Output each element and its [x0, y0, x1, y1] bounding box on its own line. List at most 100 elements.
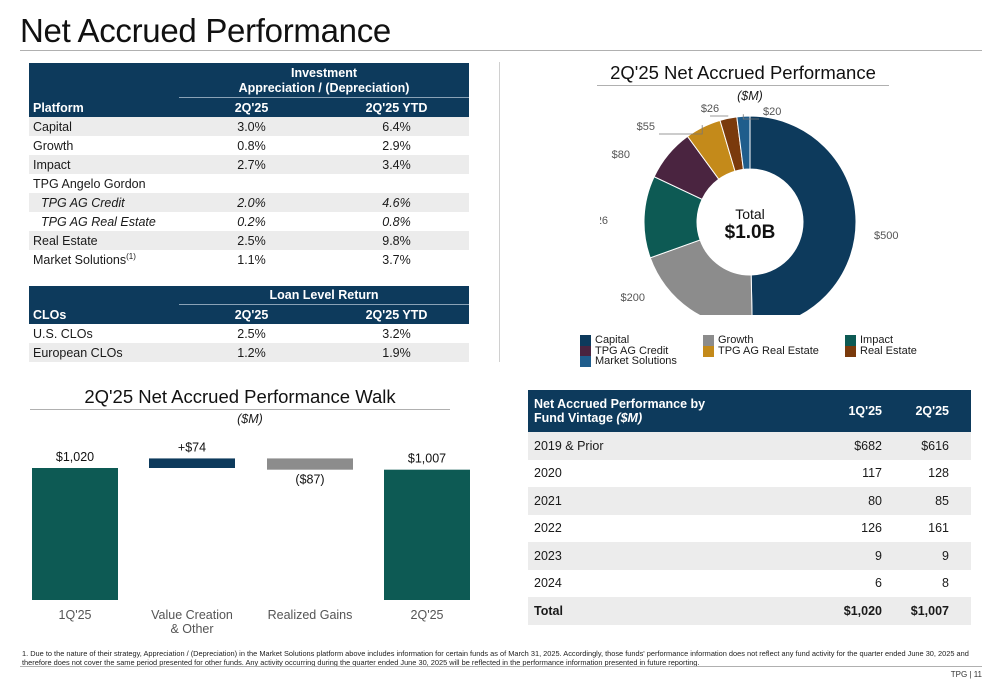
row-value-ytd: 3.4% — [324, 155, 469, 174]
walk-bar — [32, 468, 118, 600]
row-value-ytd: 4.6% — [324, 193, 469, 212]
walk-bar — [267, 458, 353, 470]
table-row: 2020 117 128 — [528, 460, 971, 488]
table-column-header: CLOs 2Q'25 2Q'25 YTD — [29, 305, 469, 324]
walk-category-label: Value Creation — [151, 608, 233, 622]
row-value-ytd: 6.4% — [324, 117, 469, 136]
table-column-header: Platform 2Q'25 2Q'25 YTD — [29, 98, 469, 117]
donut-data-label: $55 — [637, 121, 655, 133]
legend-item: Real Estate — [845, 345, 917, 357]
row-label: TPG Angelo Gordon — [33, 176, 146, 191]
legend-swatch — [580, 345, 591, 357]
legend-swatch — [845, 334, 856, 346]
table-row: Impact 2.7% 3.4% — [29, 155, 469, 174]
row-value-ytd: 3.2% — [382, 326, 411, 341]
legend-item: Capital — [580, 334, 629, 346]
row-value-1q: 6 — [875, 576, 882, 591]
donut-slice — [649, 239, 753, 315]
legend-label: TPG AG Real Estate — [718, 345, 819, 357]
donut-data-label: $126 — [600, 215, 608, 227]
row-label: 2023 — [528, 542, 798, 570]
row-value-ytd: 3.7% — [382, 252, 411, 267]
col-header-platform: Platform — [33, 100, 84, 115]
walk-chart-subtitle: ($M) — [237, 412, 263, 426]
row-label: Real Estate — [29, 231, 179, 250]
donut-leader-line — [659, 125, 703, 135]
donut-chart-subtitle: ($M) — [737, 89, 763, 103]
legend-label: Real Estate — [860, 345, 917, 357]
row-label: Market Solutions(1) — [29, 250, 179, 269]
col-header-2q25: 2Q'25 — [234, 307, 269, 322]
table-row: Capital 3.0% 6.4% — [29, 117, 469, 136]
row-value-q: 1.2% — [179, 343, 324, 362]
table-row: Growth 0.8% 2.9% — [29, 136, 469, 155]
donut-leader-line — [742, 114, 759, 120]
col-header-2q25-ytd: 2Q'25 YTD — [365, 307, 428, 322]
col-header-2q25: 2Q'25 — [234, 100, 269, 115]
walk-title-divider — [30, 409, 450, 410]
row-value-1q: 117 — [862, 466, 882, 481]
table-column-header: Net Accrued Performance by Fund Vintage … — [528, 390, 971, 432]
donut-slice — [736, 115, 751, 170]
footnote-marker: (1) — [126, 251, 136, 261]
donut-slice — [749, 115, 857, 315]
row-value-ytd: 1.9% — [324, 343, 469, 362]
donut-data-label: $200 — [621, 292, 645, 304]
vintage-header-line2a: Fund Vintage — [534, 411, 617, 425]
legend-swatch — [580, 355, 591, 367]
row-label: TPG AG Credit — [29, 193, 179, 212]
table-row: 2022 126 161 — [528, 515, 971, 543]
table-row: Market Solutions(1) 1.1% 3.7% — [29, 250, 469, 269]
investment-appreciation-table: Investment Appreciation / (Depreciation)… — [29, 63, 469, 269]
row-value-ytd: 0.8% — [382, 214, 411, 229]
walk-bar — [149, 458, 235, 468]
row-label: TPG AG Real Estate — [41, 214, 156, 229]
row-label: 2020 — [534, 466, 562, 481]
page-title: Net Accrued Performance — [20, 12, 391, 49]
table-group-header: Loan Level Return — [29, 286, 469, 305]
row-value-q: 1.1% — [237, 252, 266, 267]
col-header-2q25: 2Q'25 — [888, 390, 971, 432]
table-row: 2024 6 8 — [528, 570, 971, 598]
row-label: Growth — [33, 138, 74, 153]
row-value-ytd — [324, 174, 469, 193]
row-value-2q: 8 — [942, 576, 949, 591]
row-value-ytd: 9.8% — [324, 231, 469, 250]
title-divider — [20, 50, 982, 51]
legend-label: TPG AG Credit — [595, 345, 669, 357]
vintage-header: Net Accrued Performance by Fund Vintage … — [528, 390, 798, 432]
walk-data-label: ($87) — [295, 473, 324, 487]
legend-label: Growth — [718, 334, 754, 346]
col-header-2q25-ytd: 2Q'25 YTD — [365, 100, 428, 115]
total-value-2q: $1,007 — [888, 597, 971, 625]
footnote: 1. Due to the nature of their strategy, … — [22, 649, 969, 667]
row-value-1q: 80 — [798, 487, 888, 515]
donut-chart-title: 2Q'25 Net Accrued Performance — [610, 62, 876, 83]
table-row: TPG Angelo Gordon — [29, 174, 469, 193]
legend-item: Growth — [703, 334, 753, 346]
legend-item: Impact — [845, 334, 893, 346]
legend-swatch — [703, 345, 714, 357]
row-value-1q: $682 — [798, 432, 888, 460]
legend-item: Market Solutions — [580, 355, 677, 367]
row-value-q: 2.5% — [237, 326, 266, 341]
donut-center-value: $1.0B — [725, 222, 776, 243]
group-header-line2: Appreciation / (Depreciation) — [179, 81, 469, 98]
row-value-2q: $616 — [888, 432, 971, 460]
row-label: Impact — [29, 155, 179, 174]
walk-category-label: 2Q'25 — [411, 608, 444, 622]
table-row: 2023 9 9 — [528, 542, 971, 570]
row-label: 2019 & Prior — [528, 432, 798, 460]
donut-data-label: $500 — [874, 230, 898, 242]
row-value-1q: 126 — [861, 521, 882, 536]
table-row: TPG AG Credit 2.0% 4.6% — [29, 193, 469, 212]
row-value-q: 2.7% — [179, 155, 324, 174]
walk-data-label: $1,020 — [56, 450, 94, 464]
walk-bar — [384, 469, 470, 600]
total-value-1q: $1,020 — [798, 597, 888, 625]
donut-data-label: $26 — [701, 103, 719, 115]
walk-data-label: $1,007 — [408, 452, 446, 466]
table-row: U.S. CLOs 2.5% 3.2% — [29, 324, 469, 343]
vertical-divider — [499, 62, 500, 362]
row-value-q: 2.0% — [179, 193, 324, 212]
